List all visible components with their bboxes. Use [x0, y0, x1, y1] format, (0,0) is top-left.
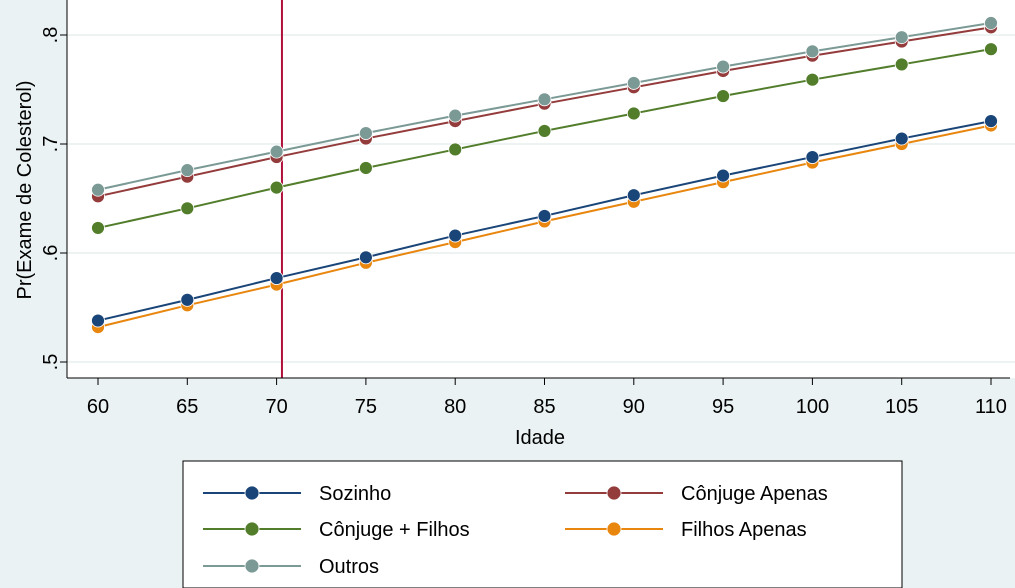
x-tick-label: 65	[176, 396, 198, 418]
data-point	[91, 182, 105, 197]
data-point	[269, 180, 284, 195]
data-point	[358, 161, 373, 175]
legend-label: Filhos Apenas	[681, 519, 807, 541]
data-point	[537, 92, 552, 107]
data-point	[894, 30, 909, 45]
data-point	[894, 57, 909, 72]
data-point	[448, 108, 463, 123]
x-tick-label: 95	[712, 396, 734, 418]
data-point	[805, 72, 820, 87]
legend-item: Cônjuge Apenas	[565, 483, 828, 505]
data-point	[984, 16, 998, 30]
legend: Sozinho Cônjuge Apenas Cônjuge + Filhos Fil…	[203, 483, 828, 578]
data-point	[716, 59, 730, 74]
grid	[67, 34, 1015, 363]
y-tick-label: .6	[40, 245, 62, 262]
legend-label: Cônjuge + Filhos	[319, 519, 470, 541]
legend-box	[182, 460, 903, 588]
legend-marker	[244, 558, 260, 574]
y-tick-label: .7	[40, 136, 62, 153]
data-point	[984, 42, 998, 57]
legend-marker	[606, 521, 622, 537]
x-tick-label: 110	[975, 396, 1007, 418]
x-tick-label: 105	[885, 396, 918, 418]
data-point	[180, 292, 195, 307]
data-point	[805, 44, 820, 59]
data-point	[716, 168, 730, 183]
legend-item: Filhos Apenas	[565, 519, 807, 541]
data-point	[805, 150, 820, 164]
legend-item: Outros	[203, 556, 379, 578]
data-point	[91, 221, 105, 235]
x-tick-label: 70	[265, 396, 287, 418]
data-point	[358, 250, 373, 265]
x-axis-label: Idade	[515, 427, 565, 449]
y-tick-label: .5	[40, 354, 62, 371]
series-2	[91, 42, 998, 235]
x-tick-label: 100	[796, 396, 829, 418]
y-axis-label: Pr(Exame de Colesterol)	[14, 81, 36, 300]
plot-area	[67, 0, 1015, 378]
legend-marker	[244, 521, 260, 537]
y-ticks: .5 .6 .7 .8	[40, 27, 67, 371]
x-tick-label: 80	[444, 396, 466, 418]
legend-label: Outros	[319, 556, 379, 578]
data-point	[984, 114, 998, 129]
data-point	[269, 271, 284, 285]
data-point	[91, 313, 105, 328]
data-point	[448, 228, 463, 243]
x-ticks: 60 65 70 75 80 85 90 95 100 105 110	[87, 378, 1007, 418]
data-point	[358, 126, 373, 141]
legend-marker	[606, 485, 622, 501]
data-point	[716, 89, 730, 103]
legend-item: Cônjuge + Filhos	[203, 519, 470, 541]
data-point	[626, 76, 641, 90]
x-tick-label: 60	[87, 396, 109, 418]
data-point	[269, 144, 284, 159]
data-point	[626, 106, 641, 121]
legend-item: Sozinho	[203, 483, 391, 505]
series-0	[91, 114, 998, 328]
series-4	[91, 16, 998, 197]
series-group	[91, 16, 998, 335]
x-tick-label: 75	[355, 396, 377, 418]
x-tick-label: 90	[623, 396, 645, 418]
y-tick-label: .8	[40, 27, 62, 44]
legend-marker	[244, 485, 260, 501]
data-point	[537, 209, 552, 223]
data-point	[448, 142, 463, 157]
data-point	[180, 163, 195, 178]
legend-label: Sozinho	[319, 483, 391, 505]
data-point	[537, 124, 552, 138]
legend-label: Cônjuge Apenas	[681, 483, 828, 505]
data-point	[626, 188, 641, 203]
data-point	[180, 201, 195, 216]
data-point	[894, 131, 909, 146]
x-tick-label: 85	[533, 396, 555, 418]
